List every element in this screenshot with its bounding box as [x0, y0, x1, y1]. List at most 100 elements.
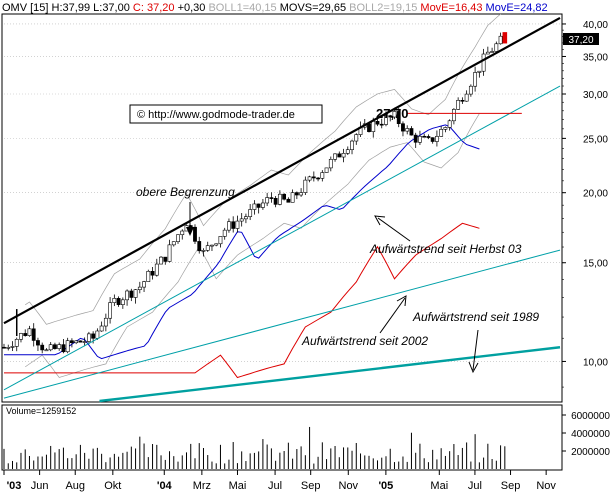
- candle-body: [171, 241, 176, 246]
- candle-body: [248, 209, 253, 217]
- candle-body: [333, 153, 337, 160]
- price-candles: [2, 32, 508, 354]
- candle-body: [350, 140, 354, 150]
- candle-body: [99, 325, 104, 332]
- x-tick-label: Mrz: [193, 480, 211, 492]
- arrow-herbst: [377, 217, 411, 242]
- candle-body: [375, 120, 380, 125]
- candle-body: [311, 176, 316, 179]
- y-tick-label: 25,00: [583, 134, 608, 145]
- candle-body: [44, 349, 49, 352]
- candle-body: [282, 193, 287, 200]
- x-tick-label: Sep: [301, 480, 321, 492]
- candle-body: [218, 236, 223, 245]
- candle-body: [23, 333, 28, 336]
- candle-body: [328, 159, 333, 169]
- candle-body: [163, 256, 168, 262]
- candle-body: [307, 176, 312, 181]
- y-tick-label: 35,00: [583, 52, 608, 63]
- candle-body: [439, 129, 444, 137]
- x-tick-label: Aug: [65, 480, 85, 492]
- arrowhead-2002: [396, 295, 407, 307]
- candle-body: [222, 229, 227, 237]
- candle-body: [481, 53, 486, 72]
- candle-body: [413, 134, 418, 143]
- arrow-2002: [379, 297, 406, 334]
- candle-body: [422, 135, 427, 138]
- volume-tick-label: 6000000: [571, 411, 610, 422]
- candle-body: [205, 245, 210, 251]
- candle-body: [320, 172, 325, 179]
- high-value: H:37,99: [51, 2, 91, 14]
- candle-body: [65, 340, 70, 353]
- candle-body: [159, 256, 163, 265]
- candle-body: [48, 344, 53, 351]
- moving-average-blue: [4, 124, 480, 360]
- candle-body: [337, 153, 342, 158]
- candle-body: [430, 137, 435, 142]
- price-label-box: [563, 33, 599, 45]
- trendlines: [3, 16, 561, 403]
- price-panel: [1, 13, 563, 403]
- indicator-lines: [4, 13, 501, 379]
- volume-axis: 6000000 4000000 2000000: [562, 411, 610, 458]
- candle-body: [464, 93, 469, 102]
- candle-body: [261, 202, 265, 208]
- x-tick-label: Jul: [268, 480, 282, 492]
- candle-body: [277, 193, 282, 205]
- candle-body: [74, 340, 79, 344]
- boll2-value: BOLL2=19,15: [349, 2, 418, 14]
- candle-body: [345, 149, 350, 154]
- candle-body: [180, 230, 185, 236]
- candle-body: [129, 290, 134, 298]
- candle-body: [456, 99, 461, 110]
- move-blue-value: MovE=24,82: [485, 2, 548, 14]
- price-label: 37,20: [568, 35, 593, 46]
- arrow-1989: [472, 329, 479, 371]
- candle-body: [299, 192, 303, 196]
- move-red-value: MovE=16,43: [420, 2, 483, 14]
- candle-body: [120, 299, 125, 305]
- candle-body: [235, 220, 240, 229]
- candle-body: [303, 179, 308, 193]
- annotation-obere-begrenzung: obere Begrenzung: [136, 185, 235, 199]
- candle-body: [78, 340, 83, 343]
- arrowhead-herbst: [374, 215, 386, 226]
- candle-body: [210, 244, 214, 247]
- candle-body: [86, 333, 91, 342]
- bollinger-lower: [24, 113, 480, 378]
- candle-body: [418, 135, 422, 143]
- candle-body: [108, 302, 113, 319]
- x-tick-label: '05: [378, 480, 393, 492]
- candle-body: [341, 153, 346, 158]
- candle-body: [252, 203, 257, 210]
- bollinger-upper: [25, 13, 501, 325]
- y-tick-label: 20,00: [583, 189, 608, 200]
- candle-body: [146, 270, 151, 282]
- movs-value: MOVS=29,65: [279, 2, 347, 14]
- annotation-herbst: Aufwärtstrend seit Herbst 03: [369, 242, 522, 256]
- candle-body: [193, 226, 197, 242]
- candle-body: [273, 198, 278, 205]
- candle-body: [154, 263, 159, 276]
- candle-body: [294, 192, 299, 196]
- candle-body: [473, 72, 478, 87]
- trendline: [3, 85, 561, 391]
- x-tick-label: Nov: [339, 480, 359, 492]
- candle-body: [133, 289, 138, 298]
- boll1-value: BOLL1=40,15: [208, 2, 277, 14]
- candle-body: [435, 136, 439, 142]
- volume-bars: [3, 426, 506, 469]
- candle-body: [477, 70, 482, 73]
- price-axis: 40,00 35,00 30,00 25,00 20,00 15,00 10,00: [562, 20, 608, 388]
- candle-body: [371, 120, 376, 132]
- time-axis: '03 Jun Aug Okt '04 Mrz Mai Jul Sep Nov '05 Mai Jul S…: [3, 470, 556, 492]
- volume-tick-label: 2000000: [571, 447, 610, 458]
- candle-body: [256, 203, 261, 208]
- candle-body: [82, 341, 87, 343]
- candle-body: [239, 218, 244, 222]
- candle-body: [31, 328, 36, 341]
- candle-body: [447, 120, 452, 128]
